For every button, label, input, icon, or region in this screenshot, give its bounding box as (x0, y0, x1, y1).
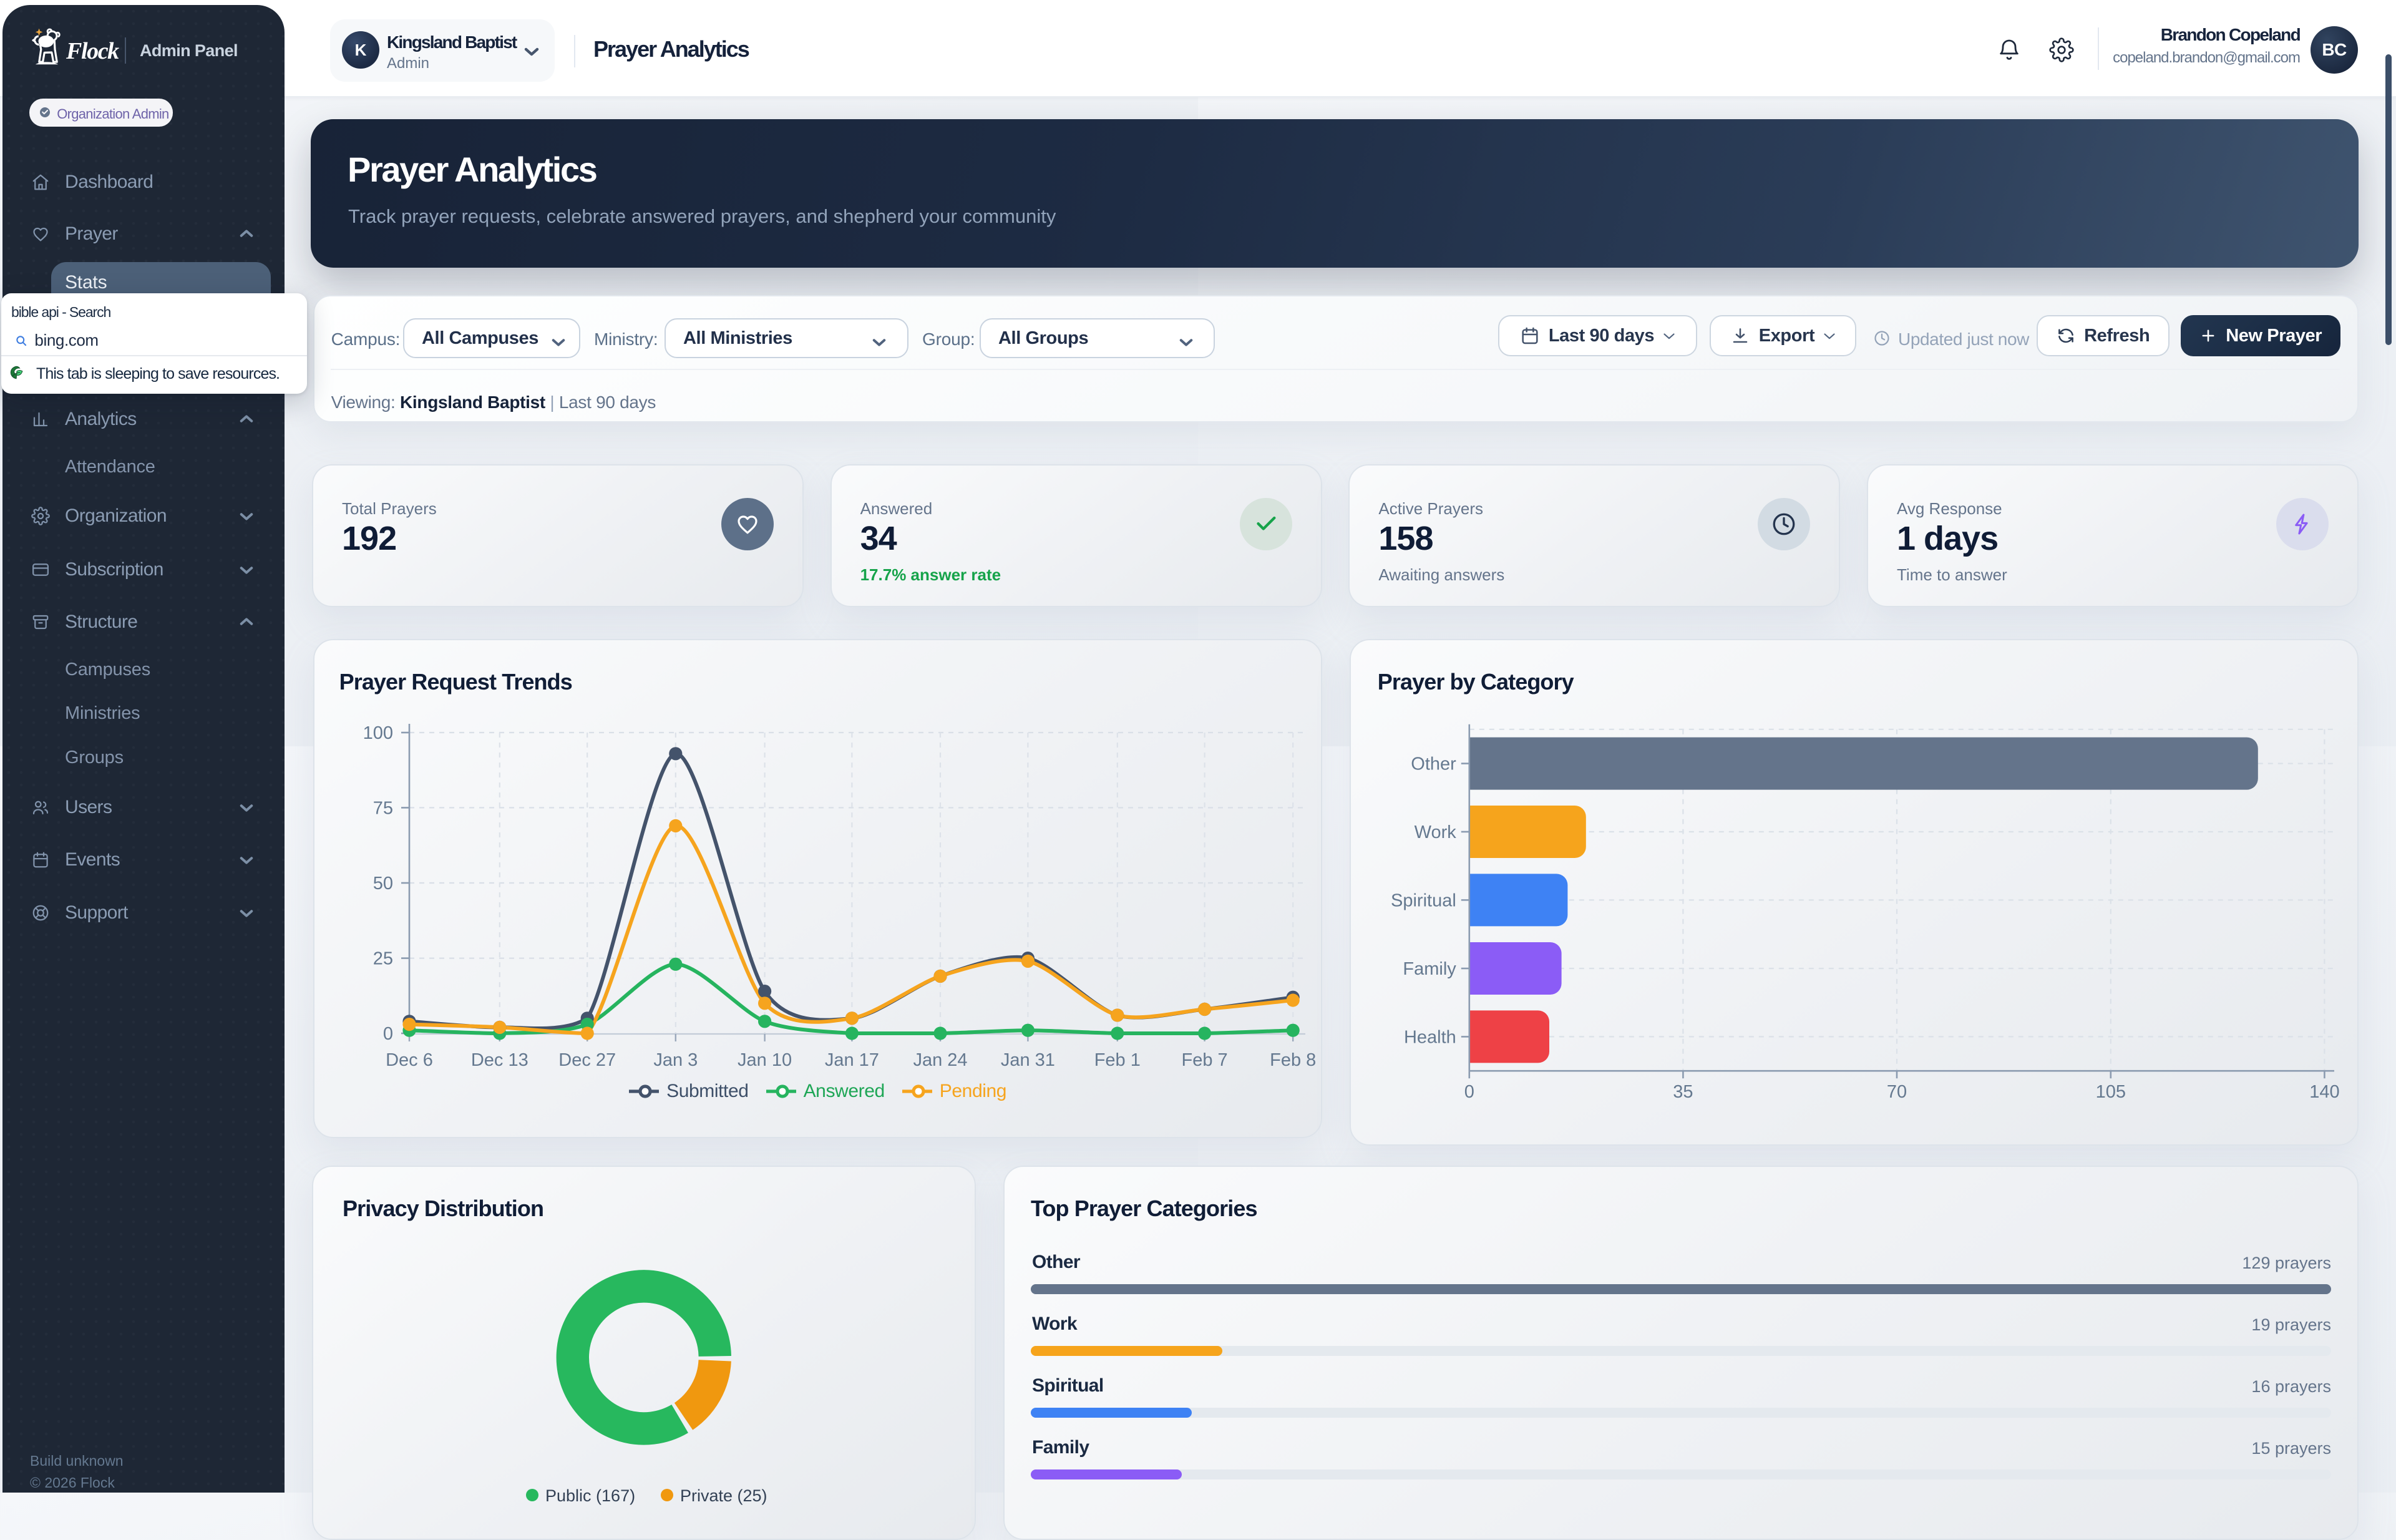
svg-text:0: 0 (1464, 1082, 1474, 1102)
svg-text:Jan 17: Jan 17 (824, 1050, 879, 1070)
svg-text:25: 25 (373, 949, 392, 969)
svg-text:Feb 8: Feb 8 (1270, 1050, 1316, 1070)
svg-text:Jan 24: Jan 24 (913, 1050, 967, 1070)
svg-text:50: 50 (373, 874, 392, 894)
svg-text:140: 140 (2310, 1082, 2340, 1102)
svg-text:Dec 13: Dec 13 (470, 1050, 528, 1070)
svg-text:Jan 31: Jan 31 (1000, 1050, 1054, 1070)
svg-text:Health: Health (1404, 1027, 1456, 1047)
svg-text:70: 70 (1887, 1082, 1907, 1102)
svg-text:Feb 7: Feb 7 (1181, 1050, 1227, 1070)
svg-text:100: 100 (363, 723, 392, 743)
svg-text:75: 75 (373, 798, 392, 818)
svg-text:Jan 10: Jan 10 (738, 1050, 792, 1070)
svg-text:0: 0 (382, 1024, 392, 1044)
svg-text:Family: Family (1403, 959, 1457, 979)
svg-text:Dec 6: Dec 6 (386, 1050, 433, 1070)
svg-text:Spiritual: Spiritual (1391, 890, 1456, 910)
svg-text:Work: Work (1415, 822, 1457, 842)
svg-text:Feb 1: Feb 1 (1094, 1050, 1140, 1070)
svg-text:Other: Other (1411, 754, 1457, 774)
svg-text:35: 35 (1673, 1082, 1693, 1102)
svg-text:Dec 27: Dec 27 (558, 1050, 616, 1070)
svg-text:105: 105 (2096, 1082, 2126, 1102)
svg-text:Jan 3: Jan 3 (653, 1050, 698, 1070)
